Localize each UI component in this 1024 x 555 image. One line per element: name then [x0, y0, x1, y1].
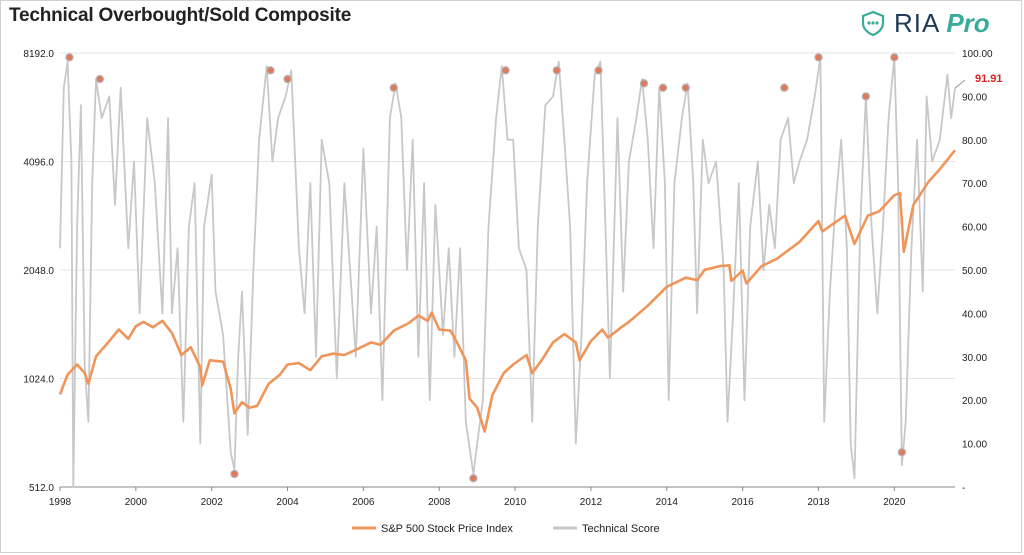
x-tick-label: 2020 — [883, 497, 906, 508]
extreme-marker — [681, 83, 690, 92]
x-tick-label: 2014 — [656, 497, 679, 508]
right-axis: - 10.00 20.00 30.00 40.00 50.00 60.00 70.00 80.0… — [962, 49, 993, 494]
right-tick-label: 30.00 — [962, 353, 987, 364]
extreme-marker — [501, 66, 510, 75]
extreme-marker — [780, 83, 789, 92]
extreme-marker — [552, 66, 562, 75]
extreme-marker — [469, 474, 478, 483]
right-tick-label: 20.00 — [962, 396, 987, 407]
ria-pro-logo: RIA Pro — [860, 8, 990, 38]
extreme-marker — [861, 92, 871, 101]
annotation-layer: 91.91 — [954, 73, 1003, 89]
logo-brand: RIA — [894, 7, 941, 38]
left-tick-label: 4096.0 — [23, 158, 54, 169]
x-tick-label: 2008 — [428, 497, 451, 508]
x-tick-label: 2010 — [504, 497, 527, 508]
x-tick-label: 2018 — [807, 497, 830, 508]
left-axis: 512.0 1024.0 2048.0 4096.0 8192.0 — [23, 49, 54, 494]
extreme-marker — [897, 448, 907, 457]
x-tick-label: 2002 — [201, 497, 224, 508]
extreme-marker — [658, 83, 668, 92]
x-tick-label: 2000 — [125, 497, 148, 508]
sp500-line — [58, 149, 957, 433]
right-tick-label: 10.00 — [962, 440, 987, 451]
left-tick-label: 2048.0 — [23, 266, 54, 277]
extreme-marker — [230, 469, 239, 479]
right-tick-label: 70.00 — [962, 179, 987, 190]
legend-label-sp500: S&P 500 Stock Price Index — [381, 523, 513, 535]
logo-suffix: Pro — [946, 7, 990, 38]
extreme-marker — [266, 66, 275, 75]
extreme-marker — [283, 74, 292, 84]
x-tick-label: 2016 — [732, 497, 755, 508]
right-tick-label: 100.00 — [962, 49, 993, 60]
extreme-marker — [814, 53, 823, 62]
extreme-marker — [639, 79, 649, 88]
extreme-marker — [594, 66, 603, 75]
right-tick-label: 50.00 — [962, 266, 987, 277]
extreme-marker — [95, 74, 105, 84]
marker-layer — [65, 53, 907, 483]
left-tick-label: 8192.0 — [23, 49, 54, 60]
right-tick-label: 80.00 — [962, 136, 987, 147]
left-tick-label: 512.0 — [29, 483, 54, 494]
technical-score-line — [59, 56, 956, 488]
x-tick-label: 2012 — [580, 497, 603, 508]
legend-label-technical-score: Technical Score — [582, 523, 660, 535]
last-value-leader — [954, 79, 966, 89]
last-value-label: 91.91 — [975, 73, 1003, 85]
right-tick-label: 90.00 — [962, 92, 987, 103]
x-tick-label: 2006 — [352, 497, 375, 508]
x-axis: 1998 2000 2002 2004 2006 2008 2010 2012 2014 2016… — [49, 486, 955, 508]
chart-title: Technical Overbought/Sold Composite — [9, 5, 352, 26]
series-layer — [58, 56, 957, 488]
right-tick-label: 60.00 — [962, 223, 987, 234]
shield-chat-icon — [861, 10, 885, 36]
extreme-marker — [389, 83, 398, 92]
right-tick-label: 40.00 — [962, 309, 987, 320]
extreme-marker — [65, 53, 74, 62]
extreme-marker — [890, 53, 899, 62]
x-tick-label: 2004 — [276, 497, 299, 508]
left-tick-label: 1024.0 — [23, 375, 54, 386]
legend: S&P 500 Stock Price Index Technical Score — [352, 523, 660, 535]
right-tick-label: - — [962, 483, 965, 494]
x-tick-label: 1998 — [49, 497, 72, 508]
